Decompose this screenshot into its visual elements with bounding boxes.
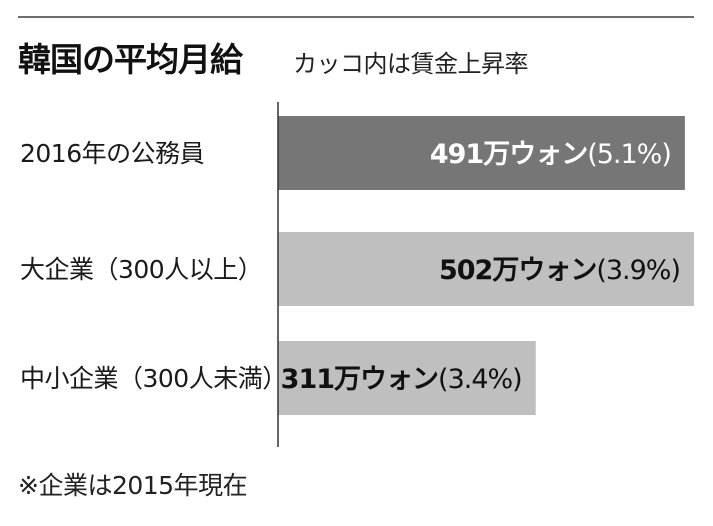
data-label: 491万ウォン(5.1%)	[430, 139, 671, 170]
bar	[278, 116, 685, 190]
category-label: 大企業（300人以上）	[20, 255, 262, 284]
data-label-rate: (3.4%)	[438, 364, 522, 395]
data-label-value: 311万ウォン	[281, 364, 438, 395]
top-rule	[18, 16, 694, 18]
chart-subtitle: カッコ内は賃金上昇率	[293, 50, 529, 78]
data-label-value: 491万ウォン	[430, 139, 587, 170]
category-label: 2016年の公務員	[20, 139, 205, 168]
data-label-rate: (5.1%)	[587, 139, 671, 170]
data-label: 311万ウォン(3.4%)	[281, 364, 522, 395]
category-label: 中小企業（300人未満）	[20, 364, 287, 393]
footnote: ※企業は2015年現在	[18, 471, 248, 500]
bar	[278, 232, 694, 306]
data-label-value: 502万ウォン	[439, 255, 596, 286]
data-label: 502万ウォン(3.9%)	[439, 255, 680, 286]
bar	[278, 341, 536, 415]
data-label-rate: (3.9%)	[596, 255, 680, 286]
chart-title: 韓国の平均月給	[18, 40, 243, 79]
bars-layer: 2016年の公務員 491万ウォン(5.1%) 大企業（300人以上） 502万ウォン…	[20, 116, 694, 415]
